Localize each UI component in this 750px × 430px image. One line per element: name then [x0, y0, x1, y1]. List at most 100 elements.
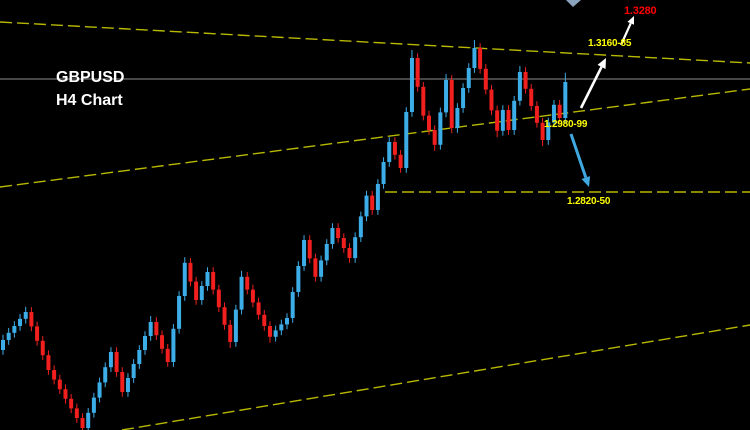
candle-body: [506, 110, 511, 130]
candle-body: [211, 272, 216, 290]
candle-body: [29, 312, 34, 327]
scroll-to-end-marker-icon[interactable]: [566, 0, 581, 7]
candle-body: [228, 324, 233, 342]
candle-body: [551, 104, 556, 123]
candle-body: [256, 302, 261, 315]
candle-body: [52, 370, 57, 380]
candle-body: [489, 89, 494, 111]
candle-body: [74, 408, 79, 418]
candle-body: [262, 314, 267, 326]
candle-body: [455, 108, 460, 128]
candle-body: [6, 332, 11, 340]
candle-body: [125, 378, 130, 392]
candle-body: [154, 322, 159, 336]
candle-body: [512, 100, 517, 130]
candle-body: [205, 272, 210, 286]
candle-body: [1, 340, 5, 350]
candle-body: [120, 372, 125, 392]
candle-body: [478, 48, 483, 69]
candle-body: [148, 322, 153, 336]
candle-body: [495, 110, 500, 131]
resistance-zone-price-label: 1.3160-85: [588, 38, 632, 49]
candle-body: [285, 318, 289, 325]
candle-body: [546, 122, 551, 140]
broken-support-zone-price-label: 1.2980-99: [544, 119, 588, 130]
symbol-label: GBPUSD: [56, 69, 125, 86]
candle-body: [108, 352, 113, 368]
candle-body: [370, 195, 375, 210]
candle-body: [69, 398, 74, 409]
candle-body: [466, 68, 471, 88]
candle-body: [165, 348, 170, 362]
candle-body: [483, 68, 488, 90]
candle-body: [307, 240, 312, 259]
upside-target-price-label: 1.3280: [624, 5, 657, 17]
candle-body: [415, 58, 420, 87]
candle-body: [63, 389, 68, 399]
candle-body: [449, 80, 454, 128]
candle-body: [404, 112, 409, 168]
candle-body: [18, 318, 23, 326]
candle-body: [438, 112, 443, 145]
candle-body: [233, 309, 238, 342]
candle-body: [12, 326, 17, 333]
candle-body: [290, 292, 295, 318]
candle-body: [103, 367, 108, 383]
candles-layer: [1, 40, 568, 430]
candle-body: [279, 324, 284, 331]
candle-body: [86, 412, 91, 428]
candle-body: [432, 130, 437, 145]
candle-body: [216, 289, 221, 308]
candle-body: [222, 307, 227, 325]
candle-body: [91, 397, 96, 413]
candle-body: [398, 154, 403, 168]
candle-body: [188, 262, 193, 282]
candle-body: [330, 228, 335, 244]
candle-body: [336, 228, 341, 238]
candle-body: [239, 276, 244, 310]
candle-body: [46, 355, 51, 370]
candle-body: [35, 326, 40, 341]
ascending-broken-support-trendline[interactable]: [0, 88, 750, 188]
candle-body: [160, 335, 165, 349]
candle-body: [319, 260, 324, 277]
candle-body: [347, 248, 352, 258]
candle-body: [358, 216, 363, 238]
candle-body: [131, 364, 136, 378]
candle-body: [353, 237, 358, 258]
arrow-to-support-zone[interactable]: [569, 133, 591, 187]
candle-body: [529, 88, 534, 106]
candle-body: [557, 104, 562, 118]
candle-body: [199, 286, 204, 300]
candle-body: [364, 195, 369, 217]
candle-body: [392, 142, 397, 155]
candle-body: [273, 330, 278, 337]
candle-body: [40, 340, 45, 356]
candle-body: [114, 352, 119, 372]
candle-body: [563, 82, 568, 118]
candle-body: [324, 244, 329, 261]
support-zone-price-label: 1.2820-50: [567, 196, 611, 207]
descending-resistance-trendline[interactable]: [0, 21, 750, 64]
candle-body: [302, 240, 307, 266]
candle-body: [387, 142, 392, 162]
candle-body: [245, 276, 250, 290]
candle-body: [381, 162, 386, 184]
candle-body: [341, 238, 346, 248]
arrow-to-resistance-zone[interactable]: [579, 58, 606, 109]
arrow-to-upside-target[interactable]: [619, 16, 635, 46]
candle-body: [194, 281, 199, 300]
candle-body: [444, 80, 449, 113]
candle-body: [540, 122, 545, 140]
candle-body: [57, 379, 62, 390]
candle-body: [523, 72, 528, 89]
candle-body: [421, 86, 426, 116]
candle-body: [97, 382, 102, 398]
ascending-channel-support-line[interactable]: [121, 324, 750, 430]
candle-body: [472, 48, 477, 68]
candle-body: [80, 418, 85, 428]
candle-body: [137, 350, 142, 364]
candle-body: [313, 258, 318, 277]
candle-body: [375, 184, 380, 210]
